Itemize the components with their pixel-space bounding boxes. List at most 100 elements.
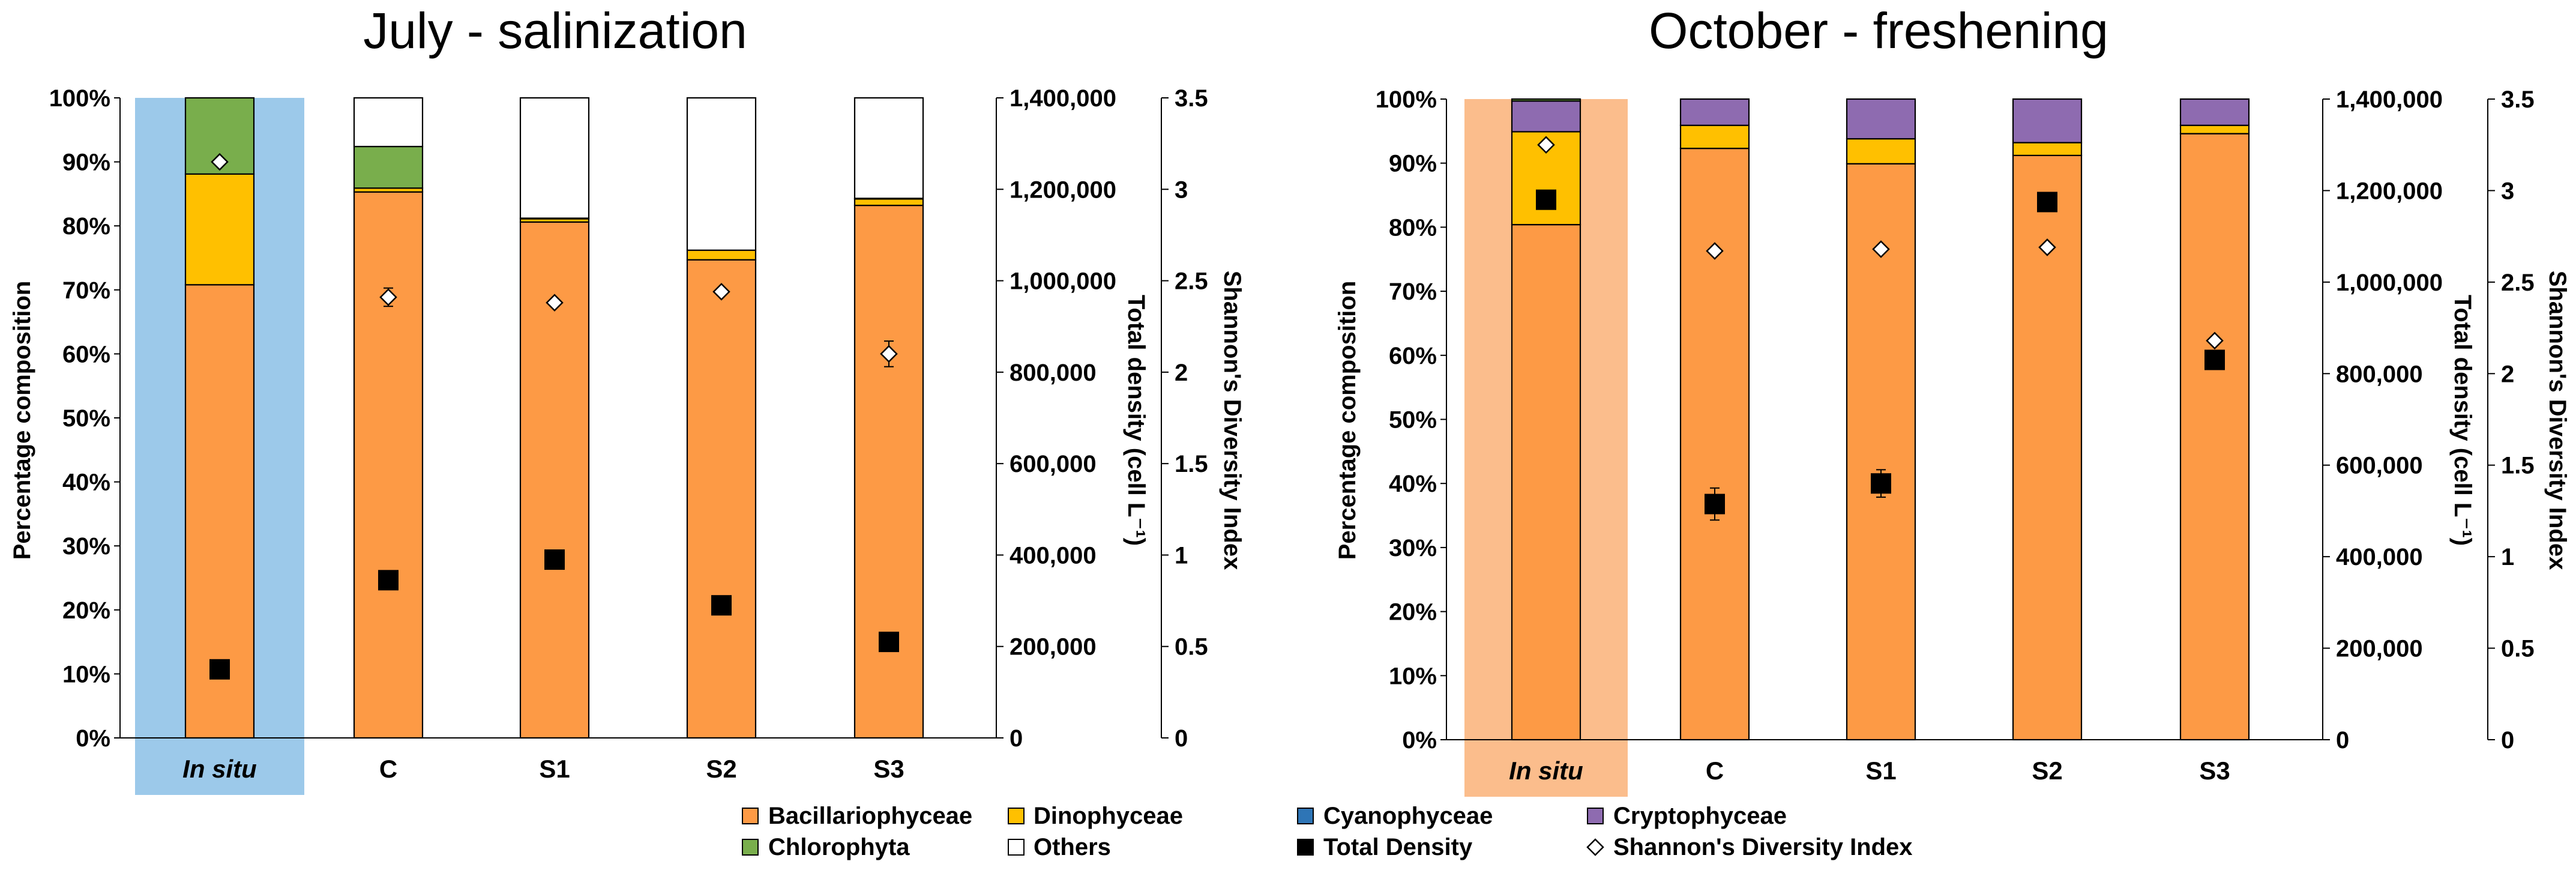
density-marker [544, 549, 565, 570]
x-tick-label: C [379, 755, 397, 783]
y2-tick-label: 800,000 [1010, 360, 1097, 386]
bar-segment-bacillariophyceae [2179, 133, 2250, 741]
y-tick-label: 100% [1376, 86, 1437, 113]
x-tick-label: S2 [2032, 757, 2062, 785]
density-marker [2037, 192, 2057, 213]
y-tick-label: 10% [62, 661, 110, 687]
y3-tick-label: 0.5 [2501, 636, 2535, 662]
y-tick-label: 60% [1389, 343, 1437, 369]
y2-axis-label: Total density (cell L⁻¹) [2449, 295, 2476, 546]
bar-segment-bacillariophyceae [686, 259, 757, 739]
y-tick-label: 70% [62, 277, 110, 304]
legend-label: Others [1034, 834, 1111, 860]
density-marker [1705, 494, 1725, 515]
bar-segment-chlorophyta [353, 145, 424, 189]
x-tick-label: S1 [1865, 757, 1896, 785]
chart-title: July - salinization [363, 2, 747, 59]
bar-segment-dinophyceae [853, 198, 924, 207]
shannon-marker [1537, 136, 1555, 154]
x-tick-label: S3 [873, 755, 904, 783]
density-marker [209, 659, 230, 680]
y2-tick-label: 1,200,000 [2336, 178, 2443, 204]
shannon-marker [880, 345, 898, 363]
bar-segment-cryptophyceae [1679, 98, 1750, 126]
x-tick-label: In situ [182, 755, 257, 783]
plot-area: 0% 10% 20% 30% 40% 50% 60% 70% 80% 90% 100% 0 200,00… [1376, 86, 2535, 797]
legend-item: Total Density [1297, 834, 1473, 860]
y2-tick-label: 200,000 [2336, 636, 2423, 662]
legend-item: Cyanophyceae [1297, 803, 1493, 829]
bar-segment-others [353, 97, 424, 148]
y-tick-label: 30% [62, 533, 110, 560]
y-tick-label: 0% [1402, 727, 1437, 754]
x-tick-label: S2 [706, 755, 736, 783]
y3-tick-label: 1 [2501, 544, 2514, 570]
y3-axis-label: Shannon's Diversity Index [1219, 271, 1245, 570]
bar-segment-dinophyceae [686, 249, 757, 261]
y3-tick-label: 1.5 [1175, 451, 1208, 477]
density-marker [2204, 349, 2225, 370]
y-tick-label: 40% [62, 470, 110, 496]
bar-segment-others [853, 97, 924, 199]
bar-segment-dinophyceae [1679, 124, 1750, 150]
y3-tick-label: 3 [2501, 178, 2514, 204]
y2-tick-label: 1,000,000 [1010, 268, 1116, 295]
y2-tick-label: 0 [1010, 725, 1023, 752]
legend: Bacillariophyceae Dinophyceae Cyanophyce… [742, 803, 1913, 860]
density-marker [711, 595, 732, 616]
legend-label: Total Density [1323, 834, 1473, 860]
legend-swatch-bacillariophyceae [742, 808, 759, 824]
bar-segment-cryptophyceae [1846, 98, 1916, 140]
y2-tick-label: 1,400,000 [1010, 85, 1116, 112]
panel-october: October - freshening Percentage composit… [1334, 2, 2571, 797]
density-marker [879, 632, 899, 653]
y3-axis-label: Shannon's Diversity Index [2544, 271, 2571, 570]
y3-tick-label: 3.5 [2501, 86, 2535, 113]
legend-item: Chlorophyta [742, 834, 910, 860]
shannon-marker [1872, 240, 1890, 258]
y3-tick-label: 2 [2501, 361, 2514, 387]
bar-segment-chlorophyta [1511, 98, 1581, 102]
y2-tick-label: 600,000 [1010, 451, 1097, 477]
y3-tick-label: 1.5 [2501, 453, 2535, 479]
y3-tick-label: 2.5 [1175, 268, 1208, 295]
density-marker [1536, 189, 1556, 210]
legend-item: Bacillariophyceae [742, 803, 972, 829]
y3-tick-label: 0 [2501, 727, 2514, 754]
legend-item: Dinophyceae [1008, 803, 1183, 829]
x-tick-label: S3 [2199, 757, 2230, 785]
y3-tick-label: 3.5 [1175, 85, 1208, 112]
shannon-marker [379, 288, 397, 306]
y-tick-label: 60% [62, 341, 110, 367]
y-tick-label: 50% [1389, 407, 1437, 433]
bar-segment-bacillariophyceae [1511, 224, 1581, 741]
panel-july: July - salinization Percentage compositi… [9, 2, 1245, 795]
bar-segment-dinophyceae [184, 173, 255, 286]
y2-tick-label: 200,000 [1010, 634, 1097, 660]
legend-label: Bacillariophyceae [768, 803, 972, 829]
y-tick-label: 20% [62, 597, 110, 624]
y-tick-label: 0% [76, 725, 110, 752]
y3-tick-label: 3 [1175, 177, 1188, 203]
legend-label: Cryptophyceae [1613, 803, 1787, 829]
y-tick-label: 30% [1389, 535, 1437, 561]
y3-tick-label: 1 [1175, 542, 1188, 569]
y3-tick-label: 0.5 [1175, 634, 1208, 660]
bar-segment-dinophyceae [1846, 138, 1916, 165]
legend-label: Shannon's Diversity Index [1613, 834, 1913, 860]
legend-label: Dinophyceae [1034, 803, 1183, 829]
bar-segment-cryptophyceae [1511, 100, 1581, 133]
bar-segment-dinophyceae [2012, 142, 2083, 156]
bar-segment-cryptophyceae [2179, 98, 2250, 126]
y-tick-label: 20% [1389, 599, 1437, 626]
y-tick-label: 40% [1389, 471, 1437, 497]
legend-item: Cryptophyceae [1587, 803, 1787, 829]
legend-swatch-dinophyceae [1008, 808, 1025, 824]
legend-marker-total-density [1297, 839, 1314, 856]
y2-tick-label: 0 [2336, 727, 2349, 754]
y-tick-label: 70% [1389, 279, 1437, 305]
y3-tick-label: 0 [1175, 725, 1188, 752]
bar-segment-bacillariophyceae [853, 204, 924, 739]
chart-title: October - freshening [1649, 2, 2108, 59]
